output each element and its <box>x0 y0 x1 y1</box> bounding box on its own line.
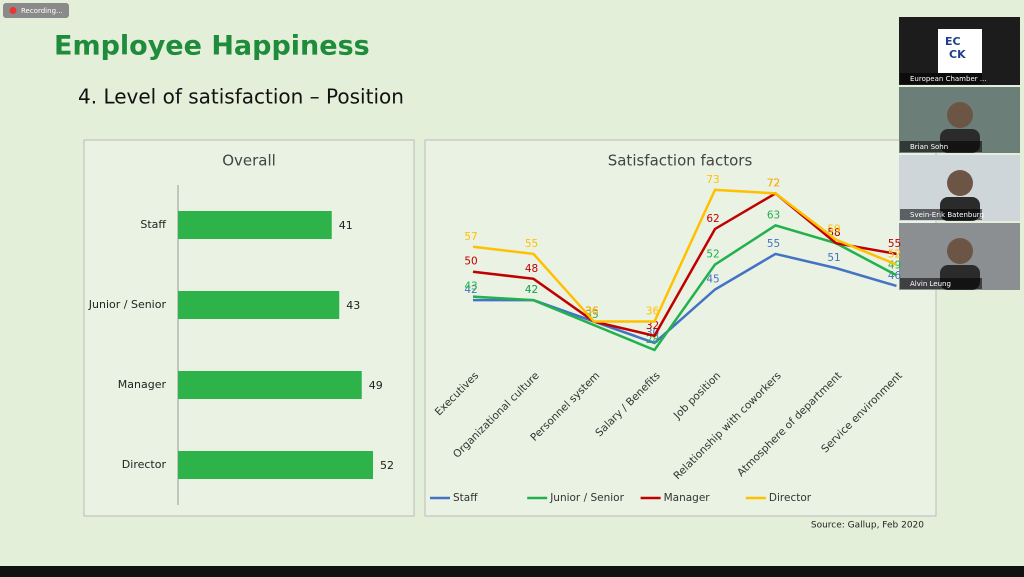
legend-label: Manager <box>664 492 711 504</box>
value-label: 55 <box>888 238 901 250</box>
participant-head <box>947 102 973 128</box>
slide-subtitle: 4. Level of satisfaction – Position <box>78 85 404 109</box>
value-label: 59 <box>827 224 840 236</box>
participant-name: Svein-Erik Batenburg <box>910 211 984 219</box>
source-note: Source: Gallup, Feb 2020 <box>811 521 924 531</box>
value-label: 72 <box>767 177 780 189</box>
value-label: 36 <box>646 306 660 318</box>
logo-box <box>938 29 982 73</box>
bar <box>178 451 373 479</box>
bar <box>178 211 332 239</box>
y-tick-label: Director <box>122 458 167 471</box>
value-label: 63 <box>767 209 780 221</box>
legend-label: Director <box>769 492 812 504</box>
name-tag <box>900 209 982 220</box>
value-label: 55 <box>767 238 780 250</box>
value-label: 49 <box>369 379 383 392</box>
legend-label: Staff <box>453 492 478 504</box>
y-tick-label: Staff <box>140 218 166 231</box>
logo-text: CK <box>949 48 966 61</box>
value-label: 42 <box>525 284 538 296</box>
series-line <box>472 224 898 352</box>
name-tag <box>900 73 982 84</box>
slide-title: Employee Happiness <box>54 31 370 62</box>
recording-dot <box>9 7 17 14</box>
participant-head <box>947 170 973 196</box>
recording-box <box>3 3 69 18</box>
value-label: 52 <box>888 249 901 261</box>
value-label: 43 <box>464 281 477 293</box>
name-tag <box>900 141 982 152</box>
value-label: 28 <box>646 334 659 346</box>
y-tick-label: Manager <box>118 378 167 391</box>
value-label: 55 <box>525 238 538 250</box>
participant-head <box>947 238 973 264</box>
factors-panel <box>424 139 937 517</box>
name-tag <box>900 278 982 289</box>
bar <box>178 371 362 399</box>
y-tick-label: Junior / Senior <box>88 298 167 311</box>
value-label: 50 <box>464 256 477 268</box>
value-label: 48 <box>525 263 538 275</box>
value-label: 42 <box>525 284 538 296</box>
legend-label: Junior / Senior <box>549 492 624 504</box>
recording-label: Recording... <box>21 7 63 15</box>
logo-text: EC <box>945 35 961 48</box>
value-label: 52 <box>706 249 719 261</box>
value-label: 62 <box>706 213 719 225</box>
value-label: 51 <box>827 252 840 264</box>
recording-indicator[interactable]: Recording... <box>3 3 69 18</box>
value-label: 36 <box>585 306 599 318</box>
series-line <box>472 188 897 323</box>
participant-name: Alvin Leung <box>910 280 951 288</box>
value-label: 45 <box>706 274 719 286</box>
participant-name: Brian Sohn <box>910 143 948 151</box>
value-label: 42 <box>464 284 477 296</box>
value-label: 41 <box>339 219 353 232</box>
value-label: 52 <box>380 459 394 472</box>
participant-name: European Chamber ... <box>910 75 987 83</box>
chart-title: Overall <box>222 152 276 170</box>
bar <box>178 291 340 319</box>
value-label: 73 <box>706 174 719 186</box>
value-label: 72 <box>767 177 780 189</box>
chart-title: Satisfaction factors <box>608 152 753 170</box>
series-line <box>472 191 897 338</box>
value-label: 43 <box>346 299 360 312</box>
value-label: 57 <box>464 231 477 243</box>
